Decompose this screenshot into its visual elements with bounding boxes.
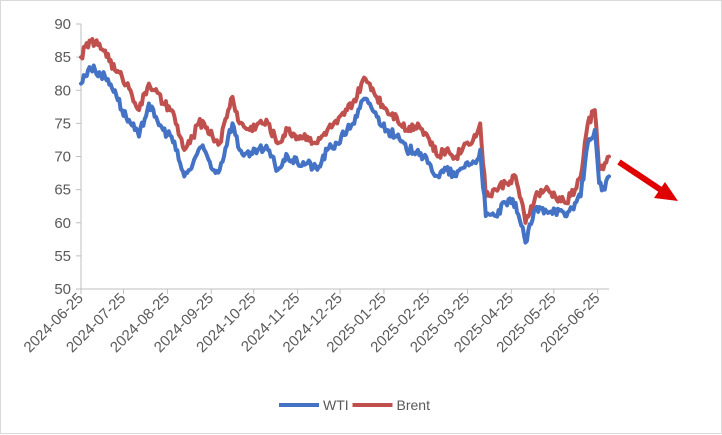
series-layer	[79, 37, 611, 245]
x-axis: 2024-06-252024-07-252024-08-252024-09-25…	[21, 288, 609, 356]
trend-arrow	[617, 159, 678, 201]
y-tick-label: 65	[54, 182, 71, 199]
y-tick-label: 60	[54, 215, 71, 232]
y-tick-label: 70	[54, 149, 71, 166]
y-tick-label: 85	[54, 49, 71, 66]
y-axis: 50 55 60 65 70 75 80 85 90	[54, 16, 82, 298]
legend-label-brent: Brent	[397, 397, 431, 413]
y-tick-label: 75	[54, 115, 71, 132]
y-tick-label: 50	[54, 281, 71, 298]
y-tick-label: 90	[54, 16, 71, 33]
series-line-wti	[79, 63, 611, 245]
y-tick-label: 55	[54, 248, 71, 265]
trend-arrow-shaft	[617, 159, 663, 193]
trend-arrow-head	[654, 182, 678, 201]
y-tick-label: 80	[54, 82, 71, 99]
legend-label-wti: WTI	[323, 397, 349, 413]
legend: WTI Brent	[279, 397, 430, 413]
series-line-brent	[79, 37, 611, 225]
